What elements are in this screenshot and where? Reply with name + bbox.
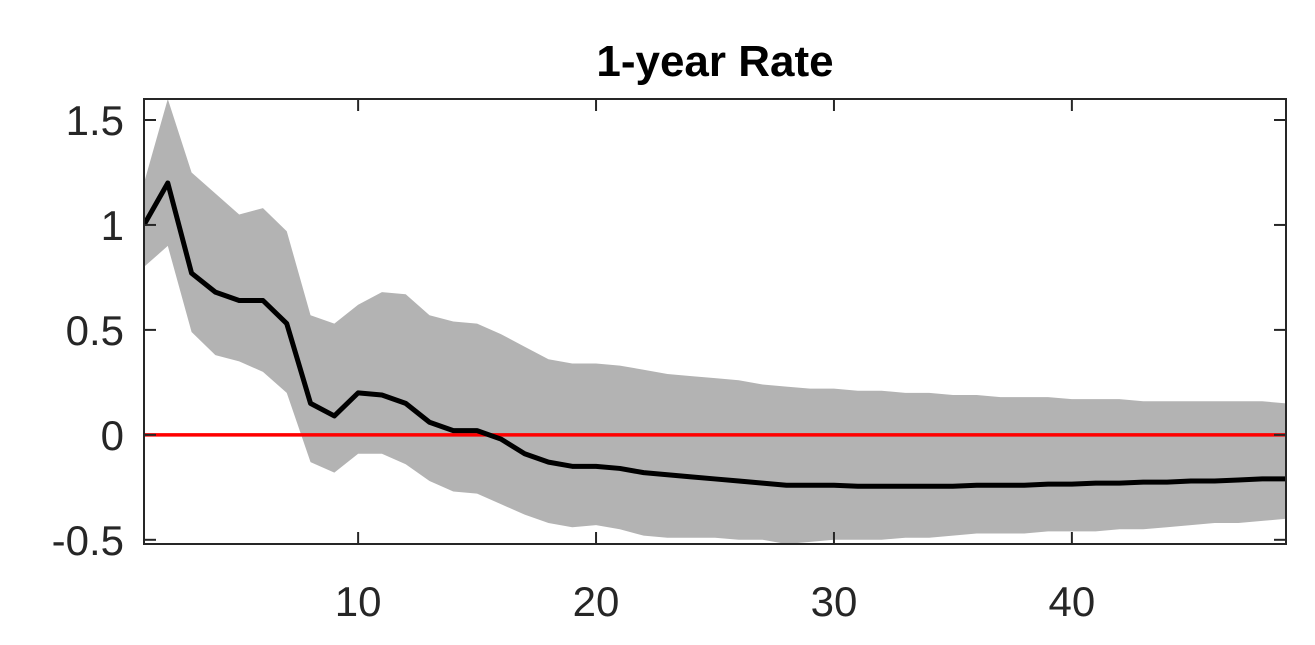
x-tick-label: 10 — [335, 578, 382, 625]
x-axis: 10 20 30 40 — [335, 99, 1095, 625]
y-tick-label: 0.5 — [66, 307, 124, 354]
chart-title: 1-year Rate — [596, 37, 833, 86]
x-tick-label: 40 — [1049, 578, 1096, 625]
confidence-band — [144, 99, 1286, 544]
y-axis: -0.5 0 0.5 1 1.5 — [52, 97, 1286, 564]
plot-area — [144, 99, 1286, 544]
y-tick-label: -0.5 — [52, 517, 124, 564]
y-tick-label: 0 — [101, 412, 124, 459]
axes-box — [143, 98, 1287, 545]
series-line — [144, 180, 1286, 489]
y-tick-label: 1.5 — [66, 97, 124, 144]
y-tick-label: 1 — [101, 202, 124, 249]
x-tick-label: 30 — [811, 578, 858, 625]
x-tick-label: 20 — [573, 578, 620, 625]
